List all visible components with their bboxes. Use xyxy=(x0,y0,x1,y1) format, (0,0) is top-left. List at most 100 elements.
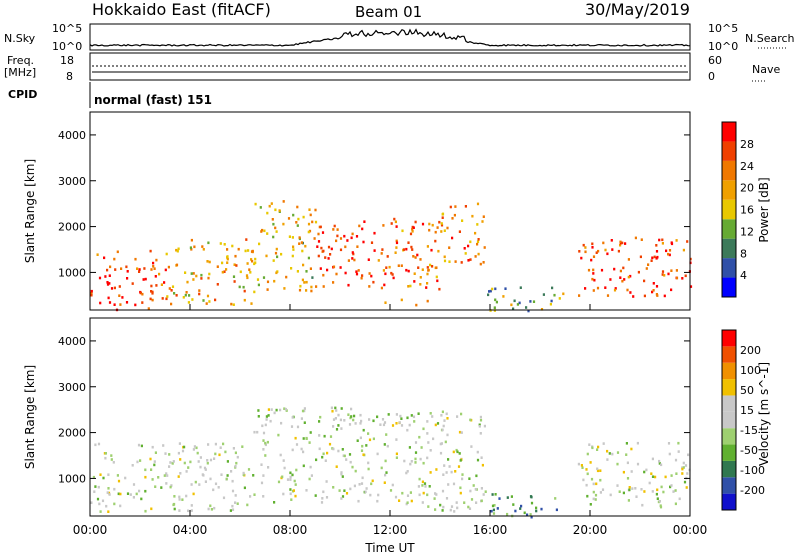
scatter-cell xyxy=(213,506,216,510)
scatter-cell xyxy=(276,255,279,259)
scatter-cell xyxy=(178,442,181,445)
scatter-cell xyxy=(550,299,553,303)
scatter-cell xyxy=(142,278,145,281)
xtick-label: 00:00 xyxy=(673,523,708,537)
scatter-cell xyxy=(470,445,473,448)
scatter-cell xyxy=(117,479,121,483)
scatter-cell xyxy=(383,443,386,446)
scatter-cell xyxy=(195,274,198,278)
scatter-cell xyxy=(170,484,173,487)
scatter-cell xyxy=(687,453,690,457)
scatter-cell xyxy=(597,445,600,449)
scatter-cell xyxy=(167,265,170,269)
scatter-cell xyxy=(584,250,587,254)
scatter-cell xyxy=(384,272,387,276)
scatter-cell xyxy=(168,453,171,456)
scatter-cell xyxy=(131,282,134,285)
scatter-cell xyxy=(382,224,385,227)
scatter-cell xyxy=(177,475,180,478)
power-cbar-tick: 24 xyxy=(740,160,754,173)
scatter-cell xyxy=(389,489,393,492)
scatter-cell xyxy=(325,496,329,499)
scatter-cell xyxy=(555,508,558,512)
scatter-cell xyxy=(518,301,521,305)
scatter-cell xyxy=(272,222,275,226)
scatter-cell xyxy=(372,437,375,441)
scatter-cell xyxy=(189,246,192,249)
scatter-cell xyxy=(232,447,235,450)
scatter-cell xyxy=(136,267,139,270)
scatter-cell xyxy=(263,229,266,233)
scatter-cell xyxy=(179,472,182,475)
scatter-cell xyxy=(461,473,464,476)
scatter-cell xyxy=(414,441,418,444)
scatter-cell xyxy=(254,257,257,261)
scatter-cell xyxy=(322,273,325,277)
scatter-cell xyxy=(592,255,596,258)
scatter-cell xyxy=(330,406,333,410)
scatter-cell xyxy=(226,248,229,251)
scatter-cell xyxy=(395,456,398,459)
scatter-cell xyxy=(406,416,409,420)
scatter-cell xyxy=(104,456,107,460)
scatter-cell xyxy=(206,294,210,298)
scatter-cell xyxy=(362,453,365,456)
scatter-cell xyxy=(272,259,275,262)
scatter-cell xyxy=(487,293,490,297)
scatter-cell xyxy=(611,248,614,251)
scatter-cell xyxy=(483,424,486,428)
velocity-cbar-tick: 100 xyxy=(740,364,761,377)
scatter-cell xyxy=(202,248,205,251)
scatter-cell xyxy=(476,223,479,226)
scatter-cell xyxy=(469,418,472,422)
scatter-cell xyxy=(437,249,440,253)
scatter-cell xyxy=(461,219,464,222)
scatter-cell xyxy=(209,458,213,462)
scatter-cell xyxy=(319,225,322,229)
scatter-cell xyxy=(625,453,628,456)
scatter-cell xyxy=(412,255,415,258)
scatter-cell xyxy=(205,302,208,305)
scatter-cell xyxy=(136,460,139,464)
scatter-cell xyxy=(529,495,533,498)
scatter-cell xyxy=(619,269,622,273)
scatter-cell xyxy=(201,473,204,476)
scatter-cell xyxy=(394,220,397,224)
scatter-cell xyxy=(269,419,272,423)
scatter-cell xyxy=(628,486,631,489)
scatter-cell xyxy=(238,285,241,289)
scatter-cell xyxy=(445,412,448,416)
scatter-cell xyxy=(242,473,245,476)
scatter-cell xyxy=(661,242,664,245)
scatter-cell xyxy=(322,452,325,456)
scatter-cell xyxy=(585,483,588,487)
scatter-cell xyxy=(340,427,343,430)
power-cbar-swatch xyxy=(722,277,736,297)
scatter-cell xyxy=(140,497,143,501)
scatter-cell xyxy=(408,423,411,427)
scatter-cell xyxy=(90,292,93,295)
scatter-cell xyxy=(295,221,298,224)
scatter-cell xyxy=(214,482,218,486)
scatter-cell xyxy=(344,271,347,275)
scatter-cell xyxy=(604,286,607,289)
scatter-cell xyxy=(154,275,157,278)
scatter-cell xyxy=(361,444,364,448)
scatter-cell xyxy=(325,480,328,483)
scatter-cell xyxy=(413,420,416,423)
scatter-cell xyxy=(419,283,422,286)
scatter-cell xyxy=(394,495,398,499)
scatter-cell xyxy=(587,268,591,272)
scatter-cell xyxy=(406,494,410,497)
scatter-cell xyxy=(329,435,333,438)
scatter-cell xyxy=(394,251,397,254)
scatter-cell xyxy=(209,504,212,508)
scatter-cell xyxy=(266,440,269,444)
scatter-cell xyxy=(244,249,247,253)
power-panel-frame xyxy=(89,111,691,311)
scatter-cell xyxy=(113,286,116,290)
scatter-cell xyxy=(622,470,625,474)
scatter-cell xyxy=(124,476,127,480)
scatter-cell xyxy=(246,503,249,507)
scatter-cell xyxy=(426,299,429,303)
